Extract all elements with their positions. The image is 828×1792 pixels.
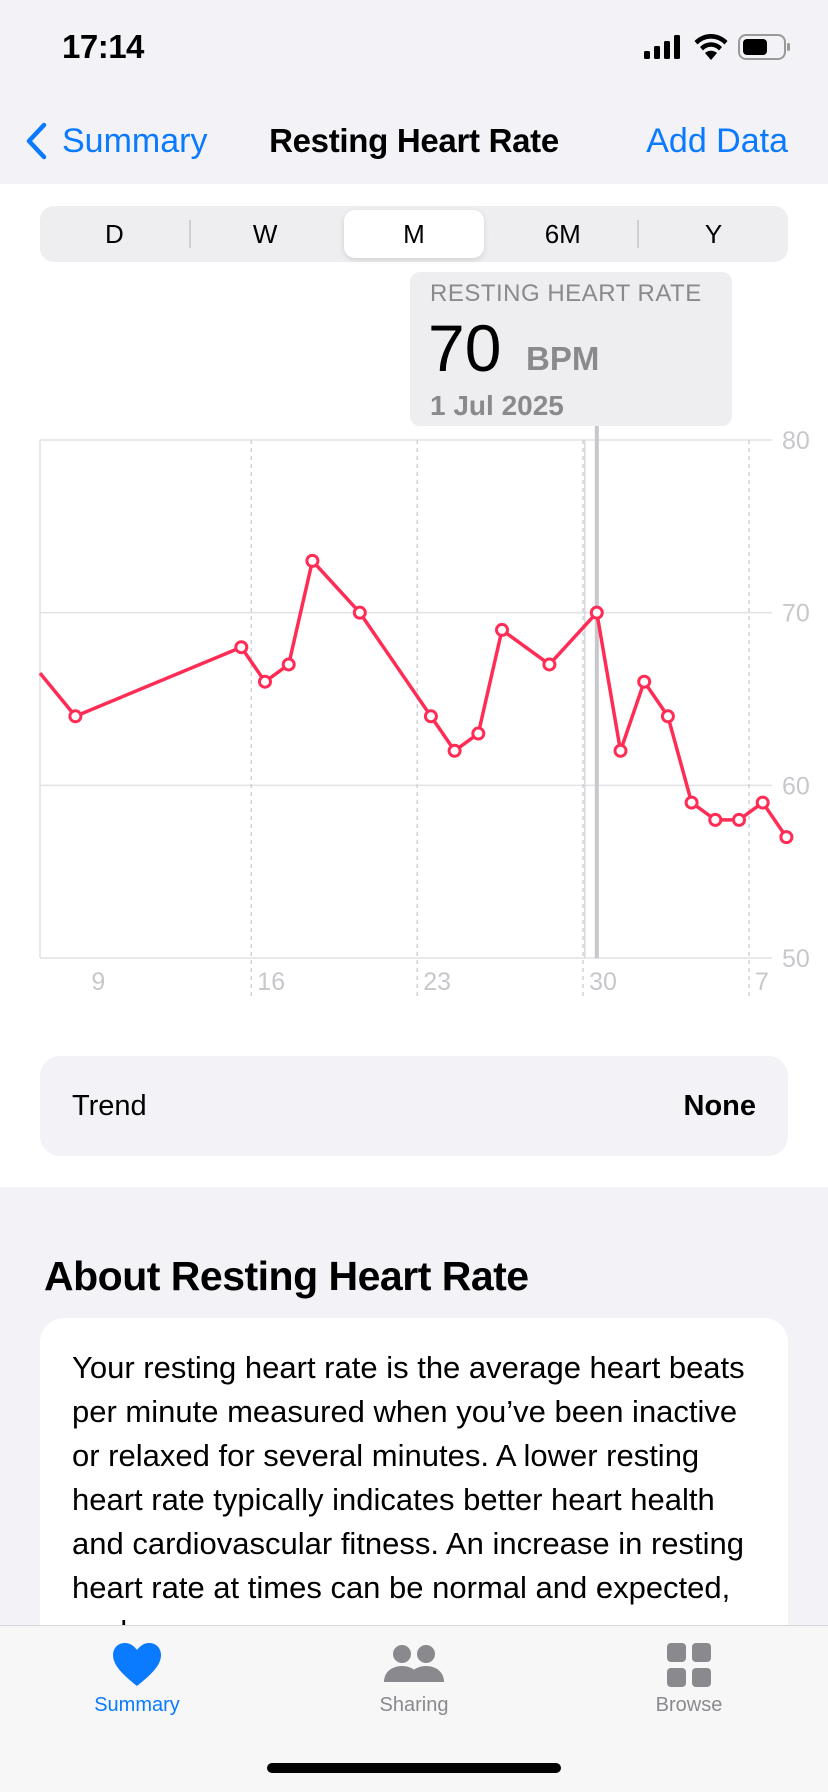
heart-icon xyxy=(113,1643,161,1686)
data-point[interactable] xyxy=(68,709,83,724)
tooltip-date: 1 Jul 2025 xyxy=(430,390,564,421)
data-point[interactable] xyxy=(637,674,652,689)
cellular-signal-icon xyxy=(644,35,680,59)
wifi-icon xyxy=(694,34,728,60)
segment-six-months[interactable]: 6M xyxy=(544,218,581,249)
data-point[interactable] xyxy=(613,743,628,758)
tooltip-unit: BPM xyxy=(526,340,600,377)
x-tick-label: 16 xyxy=(257,968,285,996)
page-title: Resting Heart Rate xyxy=(269,122,559,159)
y-tick-label: 80 xyxy=(782,427,810,455)
status-icons xyxy=(644,34,792,60)
segment-week[interactable]: W xyxy=(252,218,278,249)
tab-browse[interactable]: Browse xyxy=(599,1642,779,1717)
x-tick-label: 9 xyxy=(91,968,105,996)
add-data-button[interactable]: Add Data xyxy=(646,122,788,160)
tab-browse-label: Browse xyxy=(655,1694,723,1716)
data-point[interactable] xyxy=(423,709,438,724)
data-point[interactable] xyxy=(755,795,770,810)
data-point[interactable] xyxy=(495,622,509,637)
back-button-label: Summary xyxy=(62,121,208,160)
y-tick-label: 60 xyxy=(782,772,810,800)
data-point[interactable] xyxy=(305,553,320,568)
heart-rate-series-line xyxy=(38,559,788,839)
segment-divider xyxy=(637,220,640,248)
x-tick-label: 23 xyxy=(423,968,451,996)
status-time: 17:14 xyxy=(62,28,144,65)
data-point[interactable] xyxy=(684,795,699,810)
tooltip-label: RESTING HEART RATE xyxy=(430,280,702,307)
status-bar: 17:14 xyxy=(0,0,828,100)
selection-tooltip: RESTING HEART RATE 70 BPM 1 Jul 2025 xyxy=(410,272,732,426)
tooltip-value: 70 xyxy=(428,311,502,385)
data-point[interactable] xyxy=(234,640,249,655)
data-point[interactable] xyxy=(352,605,367,620)
data-point[interactable] xyxy=(779,830,794,845)
tab-sharing[interactable]: Sharing xyxy=(324,1642,504,1717)
home-indicator xyxy=(267,1763,561,1773)
about-section-title: About Resting Heart Rate xyxy=(44,1253,529,1299)
segment-year[interactable]: Y xyxy=(704,218,723,249)
navigation-bar: Summary Resting Heart Rate Add Data xyxy=(0,100,828,184)
tab-summary-label: Summary xyxy=(94,1694,180,1716)
data-point[interactable] xyxy=(447,743,462,758)
data-point[interactable] xyxy=(589,605,604,620)
data-point[interactable] xyxy=(471,726,486,741)
x-tick-label: 30 xyxy=(589,968,617,996)
about-text: Your resting heart rate is the average h… xyxy=(72,1350,745,1649)
segment-month[interactable]: M xyxy=(343,210,485,258)
trend-label: Trend xyxy=(72,1090,147,1122)
resting-heart-rate-chart[interactable]: 80 70 60 50 9 16 23 30 7 xyxy=(0,184,828,1004)
back-button[interactable]: Summary xyxy=(24,116,207,166)
trend-value: None xyxy=(683,1090,757,1122)
battery-icon xyxy=(738,34,790,60)
chart-panel: D W M 6M Y 80 70 60 50 9 16 23 30 7 RESTING HEAR… xyxy=(0,184,828,1187)
chevron-left-icon xyxy=(26,122,47,160)
x-tick-label: 7 xyxy=(755,968,769,996)
segment-divider xyxy=(188,220,191,248)
data-point[interactable] xyxy=(542,657,557,672)
grid-icon xyxy=(667,1643,711,1687)
tab-sharing-label: Sharing xyxy=(379,1694,449,1716)
y-tick-label: 50 xyxy=(782,945,810,973)
people-icon xyxy=(384,1645,444,1682)
time-range-segmented-control: D W M 6M Y xyxy=(40,206,788,262)
data-point[interactable] xyxy=(258,674,272,689)
trend-row[interactable]: Trend None xyxy=(40,1056,788,1156)
data-point[interactable] xyxy=(732,812,746,827)
segment-day[interactable]: D xyxy=(105,218,124,249)
data-point[interactable] xyxy=(281,657,296,672)
data-point[interactable] xyxy=(708,812,723,827)
y-tick-label: 70 xyxy=(782,600,810,628)
tab-summary[interactable]: Summary xyxy=(47,1642,227,1717)
data-point[interactable] xyxy=(660,709,675,724)
